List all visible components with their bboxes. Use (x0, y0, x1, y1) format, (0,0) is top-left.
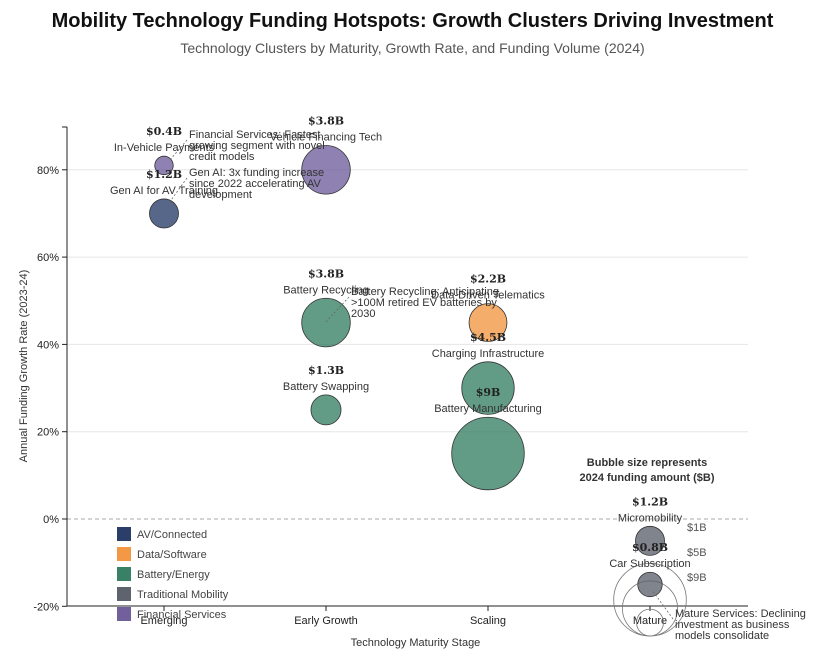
bubble-value-9: $0.8B (632, 541, 668, 554)
legend-label-0: AV/Connected (137, 529, 207, 541)
annotation-leader-1 (165, 177, 188, 208)
annotation-leader-0 (169, 139, 188, 161)
legend-swatch-2 (117, 567, 131, 581)
legend-label-2: Battery/Energy (137, 569, 210, 581)
chart-title: Mobility Technology Funding Hotspots: Gr… (51, 10, 774, 32)
bubble-7 (451, 416, 525, 491)
bubble-name-9: Car Subscription (609, 558, 690, 570)
bubble-value-1: $0.4B (146, 125, 182, 138)
size-note-line-1: 2024 funding amount ($B) (579, 472, 714, 484)
x-tick-label-2: Scaling (470, 615, 506, 627)
bubble-3 (301, 297, 351, 348)
bubble-value-3: $3.8B (308, 267, 344, 280)
legend-swatch-4 (117, 607, 131, 621)
legend-swatch-3 (117, 587, 131, 601)
annotation-2-line-2: 2030 (351, 308, 375, 320)
bubble-6 (461, 361, 515, 415)
bubble-name-3: Battery Recycling (283, 284, 369, 296)
y-tick-label-4: 60% (37, 252, 59, 264)
annotation-1-line-0: Gen AI: 3x funding increase (189, 167, 324, 179)
legend-label-3: Traditional Mobility (137, 589, 229, 601)
x-tick-label-0: Emerging (140, 615, 187, 627)
annotation-3-line-2: models consolidate (675, 630, 769, 642)
x-tick-label-1: Early Growth (294, 615, 358, 627)
annotation-leader-3 (651, 589, 674, 620)
size-legend-label-1: $5B (687, 547, 707, 559)
size-legend-label-2: $9B (687, 572, 707, 584)
annotation-3-line-1: investment as business (675, 619, 790, 631)
bubble-value-6: $4.5B (470, 331, 506, 344)
x-tick-label-3: Mature (633, 615, 667, 627)
size-legend-label-0: $1B (687, 522, 707, 534)
bubble-name-6: Charging Infrastructure (432, 348, 545, 360)
bubble-name-7: Battery Manufacturing (434, 403, 542, 415)
y-tick-label-2: 20% (37, 427, 59, 439)
bubble-value-2: $3.8B (308, 115, 344, 128)
annotation-leader-2 (325, 296, 350, 323)
legend-swatch-1 (117, 547, 131, 561)
bubble-2 (301, 145, 351, 195)
bubble-0 (149, 198, 179, 229)
bubble-name-0: Gen AI for AV Training (110, 185, 218, 197)
annotation-0-line-2: credit models (189, 151, 255, 163)
bubble-value-0: $1.2B (146, 168, 182, 181)
bubble-4 (310, 394, 342, 426)
annotation-3-line-0: Mature Services: Declining (675, 608, 806, 620)
x-axis-label: Technology Maturity Stage (351, 637, 481, 649)
legend-swatch-0 (117, 527, 131, 541)
annotation-0-line-1: growing segment with novel (189, 140, 325, 152)
bubble-value-4: $1.3B (308, 364, 344, 377)
bubble-name-5: Data-Driven Telematics (431, 290, 545, 302)
legend-label-4: Financial Services (137, 609, 227, 621)
annotation-2-line-1: >100M retired EV batteries by (351, 297, 497, 309)
bubble-name-8: Micromobility (618, 512, 683, 524)
legend-label-1: Data/Software (137, 549, 207, 561)
bubble-8 (635, 525, 665, 556)
bubble-5 (468, 303, 508, 342)
bubble-value-8: $1.2B (632, 495, 668, 508)
size-note-line-0: Bubble size represents (587, 457, 707, 469)
y-axis-label: Annual Funding Growth Rate (2023-24) (18, 270, 30, 463)
size-legend-circle-2 (613, 563, 687, 637)
annotation-0-line-0: Financial Services: Fastest (189, 129, 320, 141)
y-tick-label-3: 40% (37, 339, 59, 351)
annotation-2-line-0: Battery Recycling: Anticipating (351, 286, 499, 298)
bubble-value-5: $2.2B (470, 273, 506, 286)
bubble-name-4: Battery Swapping (283, 381, 369, 393)
y-tick-label-5: 80% (37, 165, 59, 177)
bubble-name-1: In-Vehicle Payments (114, 142, 215, 154)
bubble-9 (637, 571, 663, 598)
annotation-1-line-2: development (189, 189, 252, 201)
bubble-1 (154, 155, 174, 176)
chart-subtitle: Technology Clusters by Maturity, Growth … (180, 40, 645, 56)
annotation-1-line-1: since 2022 accelerating AV (189, 178, 322, 190)
y-tick-label-1: 0% (43, 514, 59, 526)
bubble-value-7: $9B (476, 386, 501, 399)
bubble-name-2: Vehicle Financing Tech (270, 132, 382, 144)
y-tick-label-0: -20% (33, 601, 59, 613)
